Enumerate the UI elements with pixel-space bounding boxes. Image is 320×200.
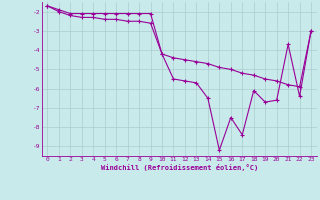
X-axis label: Windchill (Refroidissement éolien,°C): Windchill (Refroidissement éolien,°C) <box>100 164 258 171</box>
